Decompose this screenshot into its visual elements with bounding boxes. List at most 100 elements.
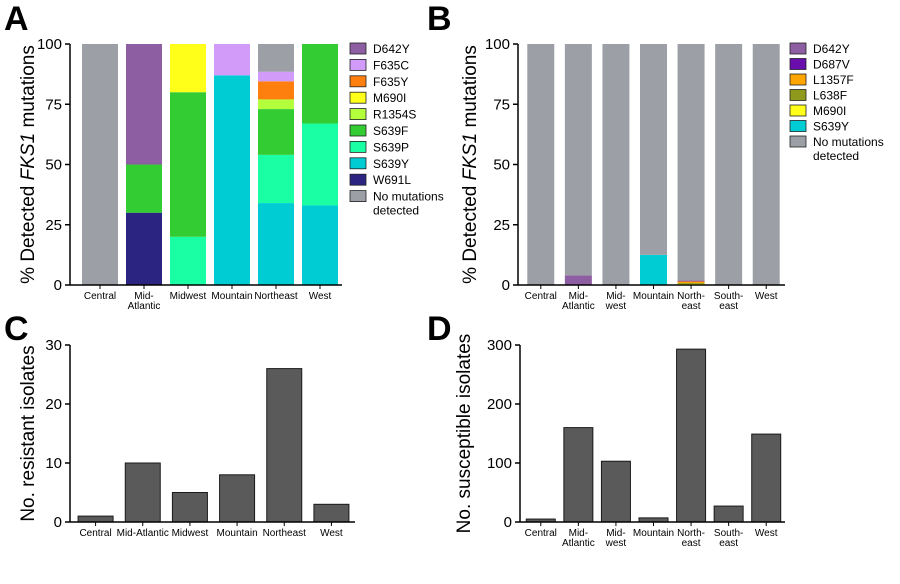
legend-label: F635Y	[373, 75, 408, 89]
y-tick-label: 300	[487, 337, 512, 354]
x-tick-label-line: west	[605, 538, 627, 549]
y-ticks: 0 25 50 75 100	[37, 36, 70, 294]
legend-label-line: No mutations	[373, 190, 444, 204]
bar-segment	[640, 254, 667, 285]
x-tick-label-line: Central	[525, 291, 557, 302]
bar	[676, 348, 707, 523]
bar-segment	[564, 275, 592, 285]
bar-segment	[258, 81, 294, 100]
bar	[124, 462, 161, 523]
x-tick-label-line: Mountain	[633, 528, 674, 539]
bar-segment	[715, 44, 743, 285]
legend-label-line: S639Y	[373, 157, 409, 171]
x-tick-label-line: South-	[714, 528, 743, 539]
bar	[266, 368, 303, 523]
x-tick-label: Midwest	[172, 528, 209, 539]
x-tick-label: West	[755, 528, 778, 539]
panel-letter: B	[427, 0, 452, 38]
x-tick-label-line: Central	[84, 291, 116, 302]
chart-panel-a: A 0 25 50 75 100 Central Mid-Atlantic Midwest Mou…	[4, 0, 444, 312]
bar-segment	[214, 75, 250, 285]
x-tick-label: South-east	[714, 291, 743, 312]
legend-label: S639Y	[373, 157, 409, 171]
y-tick-label: 20	[45, 396, 62, 413]
legend-label-line: F635Y	[373, 75, 408, 89]
legend-swatch	[789, 104, 807, 117]
y-tick-label: 50	[493, 157, 510, 174]
x-tick-label: Mid-west	[605, 291, 627, 312]
x-tick-label: Central	[84, 291, 116, 302]
y-axis-title: No. susceptible isolates	[454, 334, 475, 534]
legend-label: M690I	[813, 104, 846, 118]
legend-swatch	[349, 124, 367, 137]
y-tick-label: 100	[37, 36, 62, 53]
legend-swatch	[349, 91, 367, 104]
legend-label-line: R1354S	[373, 108, 416, 122]
x-tick-label: West	[755, 291, 778, 302]
legend-label-line: detected	[813, 149, 859, 163]
bar-segment	[564, 44, 592, 276]
bar-segment	[126, 212, 162, 285]
x-tick-label-line: Midwest	[172, 528, 209, 539]
bar-segment	[677, 44, 705, 281]
y-axis-title-prefix: % Detected	[460, 180, 481, 284]
y-tick-label: 75	[493, 96, 510, 113]
x-tick-label-line: Midwest	[170, 291, 207, 302]
legend-label-line: S639F	[373, 124, 408, 138]
bars	[82, 44, 338, 285]
legend-label: D642Y	[813, 42, 850, 56]
x-tick-label-line: Mountain	[633, 291, 674, 302]
legend-label-line: D642Y	[373, 42, 410, 56]
legend-label-line: S639Y	[813, 120, 849, 134]
bar	[171, 492, 208, 523]
legend-label: F635C	[373, 58, 409, 72]
x-tick-label-line: west	[605, 301, 627, 312]
x-tick-label-line: North-	[677, 291, 705, 302]
legend-label: D687V	[813, 58, 850, 72]
y-tick-label: 200	[487, 396, 512, 413]
y-tick-label: 100	[485, 36, 510, 53]
x-tick-label: West	[309, 291, 332, 302]
x-tick-label-line: Central	[525, 528, 557, 539]
legend-swatch	[789, 42, 807, 55]
bar-segment	[752, 44, 780, 285]
legend-swatch	[349, 108, 367, 120]
x-tick-label-line: Northeast	[263, 528, 307, 539]
legend-label: M690I	[373, 91, 406, 105]
x-tick-label: Northeast	[263, 528, 307, 539]
bar-segment	[214, 44, 250, 76]
bar-segment	[527, 44, 555, 285]
bar-segment	[258, 203, 294, 285]
y-axis-title-suffix: mutations	[18, 45, 39, 133]
bar	[600, 460, 631, 523]
x-tick-label-line: Atlantic	[562, 538, 595, 549]
x-tick-label-line: Mid-	[569, 291, 588, 302]
legend-label: L638F	[813, 89, 847, 103]
x-tick-label-line: Mid-Atlantic	[117, 528, 169, 539]
x-tick-label-line: east	[719, 538, 738, 549]
bar-segment	[302, 44, 338, 124]
bar-segment	[677, 281, 705, 284]
legend-label: S639P	[373, 140, 409, 154]
legend-swatch	[349, 42, 367, 55]
legend: D642Y F635C F635Y M690I R1354S S639F S639P S639…	[349, 42, 444, 218]
x-tick-label-line: Northeast	[254, 291, 298, 302]
x-tick-label-line: Mountain	[217, 528, 258, 539]
x-tick-label: Mountain	[633, 291, 674, 302]
x-tick-label: North-east	[677, 528, 705, 549]
legend-label-line: M690I	[813, 104, 846, 118]
y-tick-label: 0	[502, 277, 510, 294]
legend-label: L1357F	[813, 73, 854, 87]
bars	[77, 368, 350, 523]
bars	[527, 44, 780, 285]
x-tick-label-line: Mountain	[211, 291, 252, 302]
bar-segment	[258, 99, 294, 110]
panel-letter: A	[4, 0, 29, 38]
y-ticks: 0 10 20 30	[45, 337, 70, 531]
x-tick-label: North-east	[677, 291, 705, 312]
x-tick-label-line: east	[719, 301, 738, 312]
